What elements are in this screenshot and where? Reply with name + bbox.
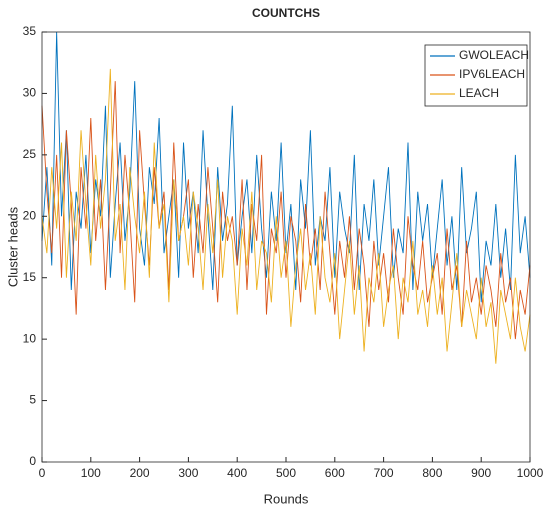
legend-label: IPV6LEACH <box>459 67 525 81</box>
y-tick-label: 10 <box>23 331 37 345</box>
x-tick-label: 600 <box>325 466 345 480</box>
y-tick-label: 25 <box>23 147 37 161</box>
legend-label: GWOLEACH <box>459 48 529 62</box>
y-tick-label: 35 <box>23 24 37 38</box>
series-line <box>41 68 531 364</box>
y-tick-label: 20 <box>23 208 37 222</box>
x-tick-label: 100 <box>81 466 101 480</box>
x-tick-label: 900 <box>471 466 491 480</box>
x-tick-label: 200 <box>130 466 150 480</box>
x-tick-label: 0 <box>39 466 46 480</box>
x-tick-label: 500 <box>276 466 296 480</box>
y-tick-label: 30 <box>23 86 37 100</box>
y-tick-label: 5 <box>29 393 36 407</box>
y-tick-label: 15 <box>23 270 37 284</box>
x-axis-label: Rounds <box>264 491 309 506</box>
x-tick-label: 1000 <box>517 466 543 480</box>
chart-title: COUNTCHS <box>252 6 320 20</box>
x-tick-label: 700 <box>374 466 394 480</box>
series-line <box>41 81 531 340</box>
x-tick-label: 800 <box>422 466 442 480</box>
x-tick-label: 400 <box>227 466 247 480</box>
legend-label: LEACH <box>459 86 499 100</box>
y-axis-label: Cluster heads <box>5 206 20 287</box>
y-tick-label: 0 <box>29 454 36 468</box>
x-tick-label: 300 <box>178 466 198 480</box>
